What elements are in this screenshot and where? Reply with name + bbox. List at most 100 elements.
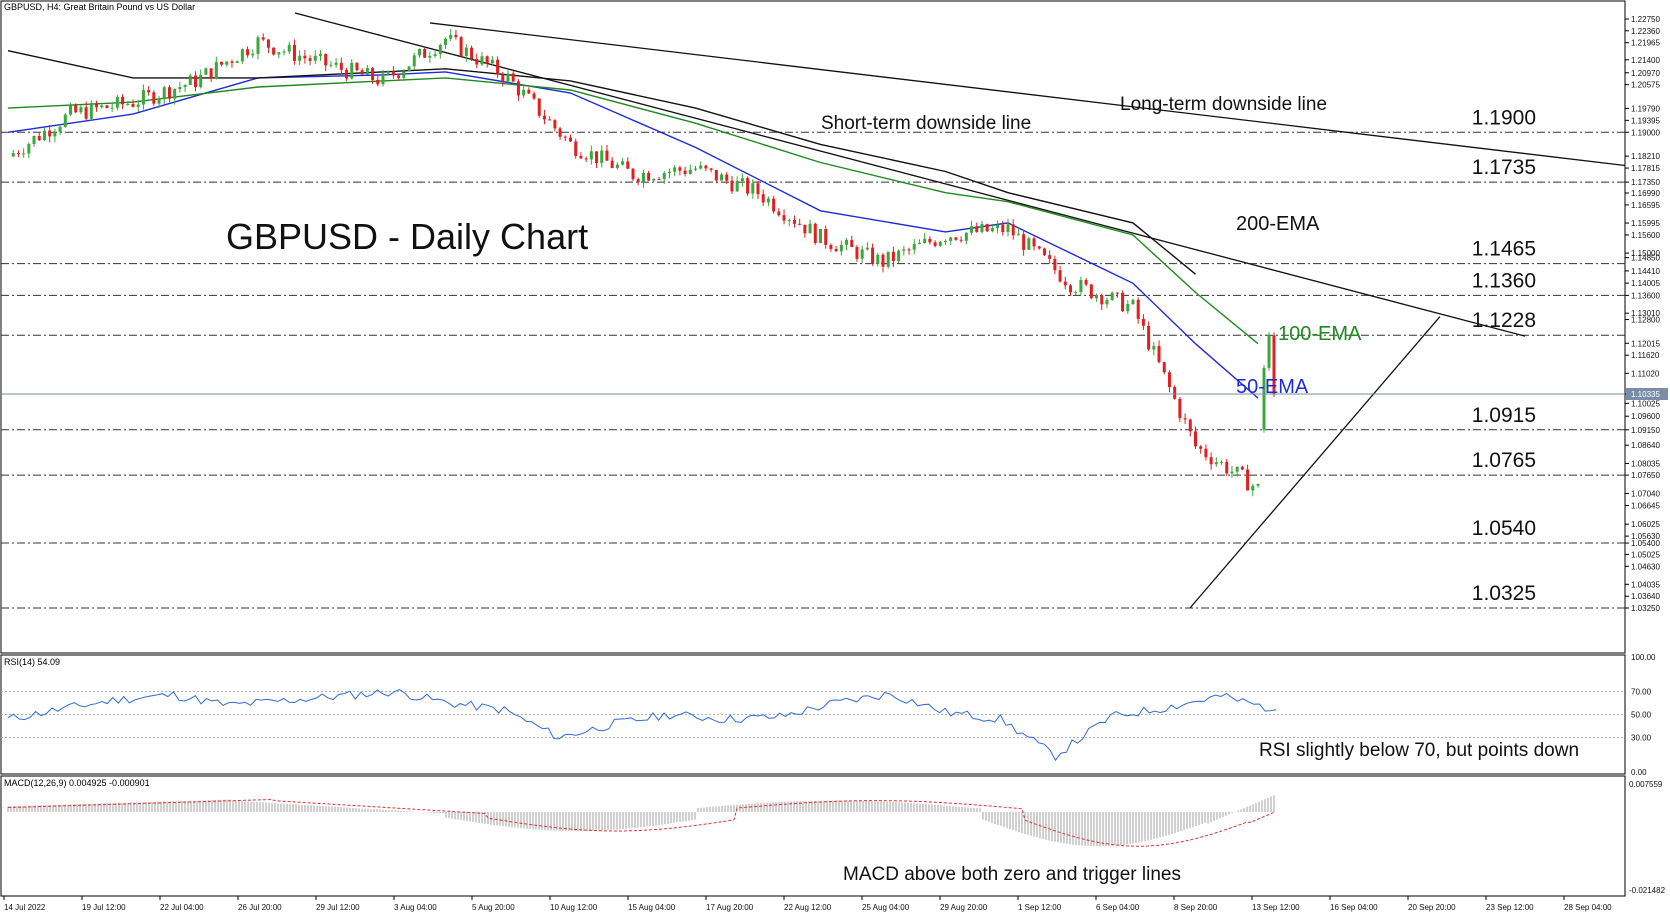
price-tick-label: 1.19395 <box>1631 116 1660 125</box>
candle-body <box>1256 484 1260 486</box>
label-short-term-downside-line: Short-term downside line <box>821 113 1031 134</box>
candle-body <box>183 85 187 87</box>
candle-body <box>1089 284 1093 299</box>
candle-body <box>100 105 104 108</box>
candle-body <box>433 54 437 56</box>
candle-body <box>485 56 489 64</box>
candle-body <box>79 107 83 113</box>
candle-body <box>355 62 359 71</box>
price-tick-label: 1.15995 <box>1631 219 1660 228</box>
candle-body <box>287 44 291 52</box>
candle-body <box>240 49 244 62</box>
current-price-label: 1.10335 <box>1631 390 1660 399</box>
time-tick-label: 13 Sep 12:00 <box>1252 903 1300 912</box>
candle-body <box>1183 418 1187 420</box>
level-label: 1.0915 <box>1472 404 1536 427</box>
candle-body <box>376 79 380 85</box>
candle-body <box>1199 446 1203 449</box>
price-tick-label: 1.20575 <box>1631 81 1660 90</box>
candle-body <box>537 98 541 116</box>
candle-body <box>230 61 234 63</box>
candle-body <box>42 130 46 141</box>
candle-body <box>860 249 864 259</box>
candle-body <box>694 168 697 170</box>
candle-body <box>1084 280 1088 285</box>
candle-body <box>1048 255 1052 259</box>
candle-body <box>933 242 937 246</box>
candle-body <box>1251 485 1255 491</box>
price-tick-label: 1.22360 <box>1631 27 1660 36</box>
price-axis: 1.22750 1.22360 1.21965 1.21400 1.20970 1.205… <box>1625 15 1668 613</box>
candle-body <box>813 223 817 243</box>
candle-body <box>313 55 317 61</box>
candle-body <box>345 69 349 79</box>
price-tick-label: 1.11620 <box>1631 351 1660 360</box>
trend-lines <box>294 12 1626 609</box>
candle-body <box>167 87 171 99</box>
candle-body <box>449 34 453 39</box>
time-tick-label: 23 Sep 12:00 <box>1486 903 1534 912</box>
candle-body <box>48 130 52 137</box>
candle-body <box>272 47 276 55</box>
time-axis: 14 Jul 2022 19 Jul 12:00 22 Jul 04:00 26 Ju… <box>1 895 1625 912</box>
candle-body <box>673 167 677 172</box>
candle-body <box>209 68 213 79</box>
candle-body <box>141 90 145 105</box>
candle-body <box>615 164 619 168</box>
candle-body <box>152 92 156 104</box>
price-tick-label: 1.19000 <box>1631 128 1660 137</box>
price-tick-label: 1.12800 <box>1631 316 1660 325</box>
candle-body <box>1152 345 1156 350</box>
candle-body <box>412 55 416 67</box>
price-tick-label: 1.08640 <box>1631 441 1660 450</box>
candle-body <box>949 237 953 241</box>
candle-body <box>886 251 890 267</box>
time-tick-label: 26 Jul 20:00 <box>238 903 282 912</box>
support-resistance-levels <box>1 131 1625 609</box>
candle-body <box>199 74 203 88</box>
candle-body <box>402 71 406 78</box>
candle-body <box>808 223 812 234</box>
candle-body <box>32 135 36 144</box>
price-tick-label: 1.20970 <box>1631 69 1660 78</box>
candle-body <box>428 55 432 58</box>
time-tick-label: 8 Sep 20:00 <box>1174 903 1218 912</box>
label-100-ema: 100-EMA <box>1278 323 1362 345</box>
time-tick-label: 25 Aug 04:00 <box>862 903 910 912</box>
candle-body <box>756 183 760 195</box>
candle-body <box>542 115 546 120</box>
candle-body <box>1136 299 1140 319</box>
candle-body <box>1037 246 1041 249</box>
candle-body <box>589 151 593 160</box>
candle-body <box>329 64 333 66</box>
candle-body <box>761 194 765 203</box>
candle-body <box>1262 367 1266 430</box>
macd-signal-line <box>7 798 1275 847</box>
candle-body <box>954 237 958 240</box>
candle-body <box>865 247 869 250</box>
candle-body <box>1173 387 1177 399</box>
candle-body <box>74 105 78 113</box>
candle-body <box>381 73 385 85</box>
candle-body <box>1157 345 1161 363</box>
price-tick-label: 1.06025 <box>1631 520 1660 529</box>
rsi-guide-lines <box>1 691 1625 738</box>
candle-body <box>1209 457 1213 465</box>
time-tick-label: 20 Sep 20:00 <box>1408 903 1456 912</box>
candle-body <box>631 168 635 180</box>
candle-body <box>438 44 442 55</box>
candle-body <box>798 223 802 225</box>
level-label: 1.0765 <box>1472 449 1536 472</box>
candle-body <box>225 61 229 65</box>
candle-body <box>641 172 645 183</box>
candle-body <box>1110 292 1114 300</box>
candle-body <box>95 103 99 108</box>
candle-body <box>53 131 57 137</box>
candle-body <box>1079 280 1083 293</box>
candle-body <box>115 96 119 108</box>
candle-body <box>1225 461 1229 474</box>
candle-body <box>454 34 458 38</box>
candle-body <box>1058 270 1062 282</box>
candle-body <box>292 44 296 61</box>
candle-body <box>1105 299 1109 305</box>
